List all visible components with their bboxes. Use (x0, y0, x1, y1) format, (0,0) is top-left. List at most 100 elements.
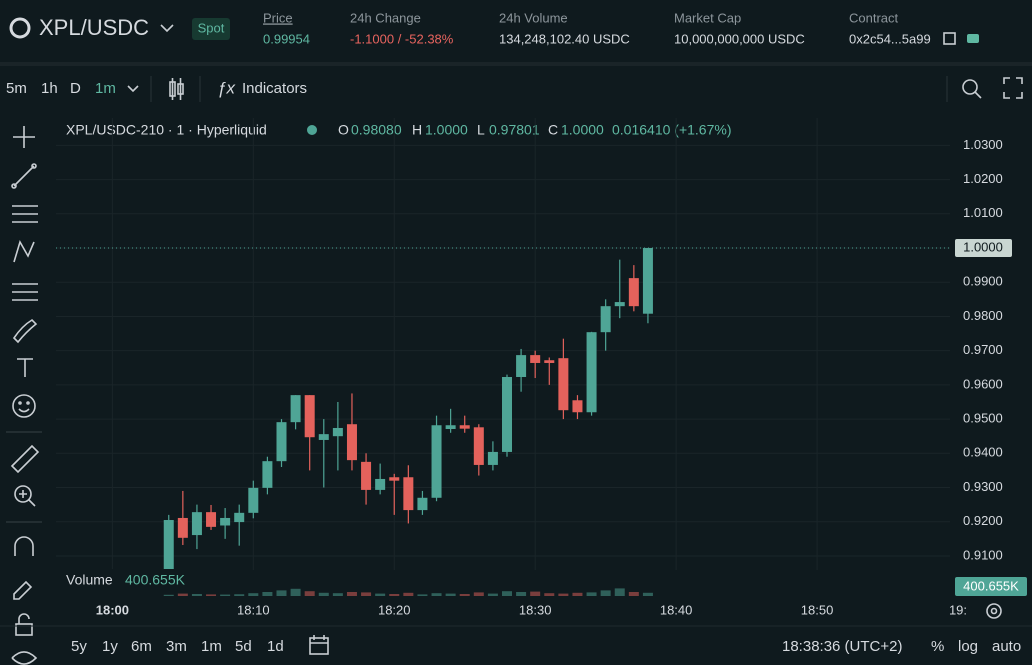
volume-bar (389, 594, 400, 596)
volume-bar (586, 592, 597, 596)
candle-body (642, 248, 653, 314)
candle-body (163, 520, 174, 570)
candle-body (586, 332, 597, 413)
range-button[interactable]: 3m (166, 638, 187, 655)
candle-body (276, 422, 287, 462)
volume-bar (163, 594, 174, 596)
x-tick-label: 18:50 (801, 602, 834, 617)
y-tick-label: 0.9500 (963, 411, 1003, 426)
market-badge (192, 18, 230, 40)
stat-label: 24h Volume (499, 10, 568, 25)
volume-bar (445, 593, 456, 596)
volume-bar (544, 593, 555, 596)
stat-label: Contract (849, 10, 899, 25)
volume-bar (290, 588, 301, 596)
indicators-icon[interactable]: ƒx (217, 78, 235, 97)
legend-l: 0.97801 (489, 122, 540, 138)
date-range-button[interactable] (309, 635, 329, 655)
copy-icon[interactable] (943, 32, 956, 45)
x-tick-label: 18:30 (519, 602, 552, 617)
candle-body (262, 461, 273, 488)
indicators-button[interactable]: Indicators (242, 80, 307, 97)
volume-bar (530, 591, 541, 596)
stat-value: -1.1000 / -52.38% (350, 31, 454, 46)
candle-body (375, 478, 386, 490)
candle-body (502, 377, 512, 452)
pair[interactable]: XPL/USDC (39, 15, 149, 40)
volume-bar (318, 592, 329, 596)
range-button[interactable]: 1y (102, 638, 118, 655)
stat-label: Market Cap (674, 10, 741, 25)
candle-body (361, 461, 372, 490)
interval-button[interactable]: D (70, 80, 81, 97)
pair-icon (9, 17, 31, 39)
candle-body (177, 517, 188, 538)
wallet-icon[interactable] (967, 34, 979, 43)
interval-button[interactable]: 5m (6, 80, 27, 97)
legend-o-label: O (338, 122, 349, 138)
x-tick-label: 19: (949, 602, 967, 617)
last-price-tag (955, 239, 1012, 258)
range-button[interactable]: 1m (201, 638, 222, 655)
range-button[interactable]: 5y (71, 638, 87, 655)
y-tick-label: 0.9200 (963, 513, 1003, 528)
interval-dropdown[interactable] (127, 85, 139, 93)
range-button[interactable]: 6m (131, 638, 152, 655)
search-button[interactable] (962, 79, 982, 99)
candle-body (516, 355, 527, 378)
volume-bar (628, 592, 639, 596)
volume-bar (417, 594, 428, 596)
y-tick-label: 0.9600 (963, 376, 1003, 391)
candle-body (318, 434, 329, 440)
candle-body (487, 451, 498, 465)
scale-option[interactable]: log (958, 638, 978, 655)
candle-body (614, 302, 625, 307)
candle-body (206, 512, 217, 527)
legend-h: 1.0000 (425, 122, 468, 138)
scale-option[interactable]: auto (992, 638, 1021, 655)
candle-body (628, 278, 639, 307)
volume-value: 400.655K (125, 572, 186, 588)
volume-legend-bg (62, 569, 192, 591)
range-button[interactable]: 1d (267, 638, 284, 655)
volume-bar (572, 592, 583, 596)
interval-button[interactable]: 1h (41, 80, 58, 97)
y-tick-label: 1.0100 (963, 205, 1003, 220)
candle-body (248, 487, 259, 513)
interval-button[interactable]: 1m (95, 80, 116, 97)
candle-body (530, 355, 541, 363)
legend-o: 0.98080 (351, 122, 402, 138)
pair-dropdown[interactable] (160, 24, 174, 33)
volume-tag (955, 577, 1027, 596)
drawing-tools[interactable] (6, 126, 42, 665)
candle-body (290, 395, 301, 423)
y-tick-label: 0.9400 (963, 445, 1003, 460)
candle-body (332, 427, 343, 437)
stat-value: 134,248,102.40 USDC (499, 31, 630, 46)
candle-body (220, 517, 231, 526)
fullscreen-button[interactable] (1003, 77, 1023, 99)
candle-body (191, 512, 202, 536)
legend-change: 0.016410 (+1.67%) (612, 122, 731, 138)
volume-bar (248, 593, 259, 596)
volume-bar (177, 593, 188, 596)
candle-type-button[interactable] (169, 78, 184, 100)
volume-bar (431, 593, 442, 596)
candle-body (473, 427, 484, 465)
status-dot (307, 125, 317, 135)
header-divider (0, 62, 1032, 66)
legend-c: 1.0000 (561, 122, 604, 138)
y-tick-label: 1.0300 (963, 137, 1003, 152)
x-tick-label: 18:40 (660, 602, 693, 617)
stat-label: Price (263, 10, 293, 25)
settings-button[interactable] (986, 603, 1002, 619)
volume-bar (234, 594, 245, 596)
volume-bar (614, 588, 625, 596)
x-tick-label: 18:00 (96, 602, 129, 617)
scale-option[interactable]: % (931, 638, 944, 655)
y-tick-label: 0.9700 (963, 342, 1003, 357)
volume-bar (516, 592, 527, 596)
range-button[interactable]: 5d (235, 638, 252, 655)
